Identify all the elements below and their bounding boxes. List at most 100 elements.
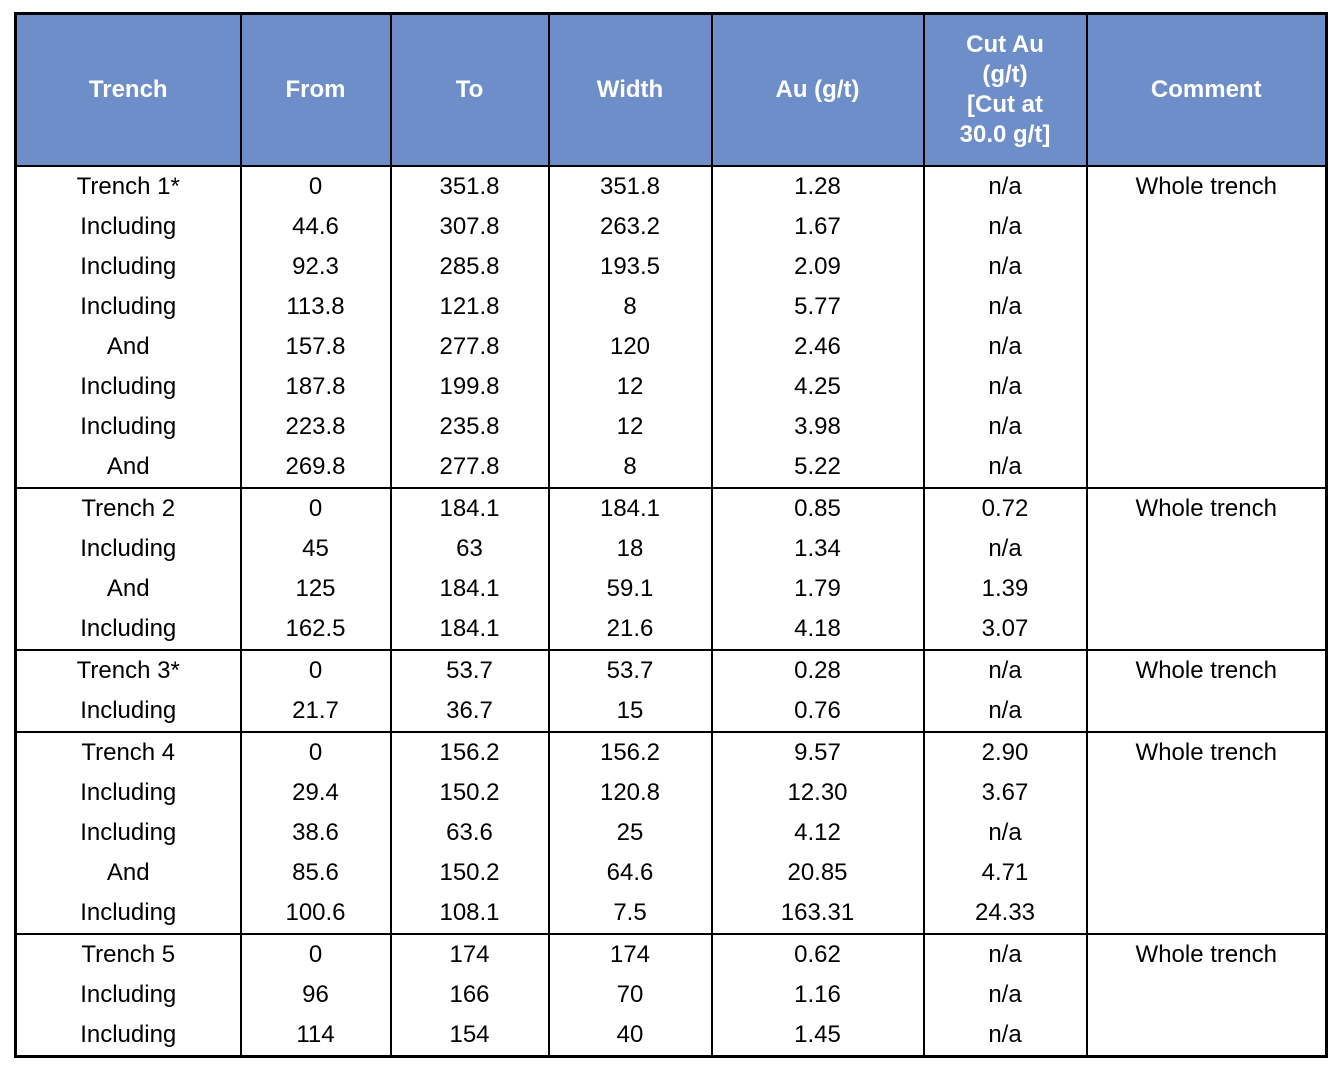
column-header-width: Width xyxy=(547,13,713,167)
table-row: Including 29.4 150.2 120.8 12.30 3.67 xyxy=(14,773,1328,813)
cell-cut-au: n/a xyxy=(922,1015,1088,1057)
cell-width: 59.1 xyxy=(547,569,713,609)
cell-width: 174 xyxy=(547,933,713,975)
cell-to: 235.8 xyxy=(389,407,550,447)
cell-width: 184.1 xyxy=(547,487,713,529)
cell-au: 1.16 xyxy=(710,975,925,1015)
cell-au: 2.09 xyxy=(710,247,925,287)
cell-to: 121.8 xyxy=(389,287,550,327)
cell-comment: Whole trench xyxy=(1085,933,1328,975)
cell-comment xyxy=(1085,773,1328,813)
cell-comment xyxy=(1085,691,1328,732)
table-row: Including 96 166 70 1.16 n/a xyxy=(14,975,1328,1015)
cell-trench: Including xyxy=(14,247,242,287)
trench-results-table: Trench From To Width Au (g/t) Cut Au (g/… xyxy=(14,12,1328,1058)
cell-cut-au: n/a xyxy=(922,247,1088,287)
cell-to: 154 xyxy=(389,1015,550,1057)
cell-cut-au: n/a xyxy=(922,691,1088,732)
cell-from: 44.6 xyxy=(239,207,392,247)
cell-au: 3.98 xyxy=(710,407,925,447)
cell-au: 0.62 xyxy=(710,933,925,975)
table-row: Trench 3* 0 53.7 53.7 0.28 n/a Whole trench xyxy=(14,649,1328,691)
cell-trench: Trench 4 xyxy=(14,731,242,773)
cell-cut-au: n/a xyxy=(922,287,1088,327)
cell-au: 1.79 xyxy=(710,569,925,609)
cell-au: 5.22 xyxy=(710,447,925,488)
cell-to: 166 xyxy=(389,975,550,1015)
table-row: And 85.6 150.2 64.6 20.85 4.71 xyxy=(14,853,1328,893)
column-header-cut-au: Cut Au (g/t) [Cut at 30.0 g/t] xyxy=(922,13,1088,167)
cell-trench: Trench 5 xyxy=(14,933,242,975)
cell-trench: Including xyxy=(14,813,242,853)
cell-from: 0 xyxy=(239,933,392,975)
cell-comment: Whole trench xyxy=(1085,165,1328,207)
cell-width: 40 xyxy=(547,1015,713,1057)
cell-cut-au: 1.39 xyxy=(922,569,1088,609)
cell-au: 0.76 xyxy=(710,691,925,732)
table-row: Including 187.8 199.8 12 4.25 n/a xyxy=(14,367,1328,407)
cell-trench: Trench 3* xyxy=(14,649,242,691)
cell-from: 96 xyxy=(239,975,392,1015)
cell-from: 269.8 xyxy=(239,447,392,488)
cell-trench: Including xyxy=(14,407,242,447)
cell-cut-au: n/a xyxy=(922,407,1088,447)
table-row: Including 162.5 184.1 21.6 4.18 3.07 xyxy=(14,609,1328,650)
cell-width: 8 xyxy=(547,287,713,327)
cell-au: 1.34 xyxy=(710,529,925,569)
table-row: Including 92.3 285.8 193.5 2.09 n/a xyxy=(14,247,1328,287)
cell-to: 174 xyxy=(389,933,550,975)
cell-au: 1.45 xyxy=(710,1015,925,1057)
cell-cut-au: 0.72 xyxy=(922,487,1088,529)
cell-to: 36.7 xyxy=(389,691,550,732)
cell-comment xyxy=(1085,813,1328,853)
cell-au: 4.12 xyxy=(710,813,925,853)
cell-cut-au: n/a xyxy=(922,975,1088,1015)
cell-width: 15 xyxy=(547,691,713,732)
cell-au: 12.30 xyxy=(710,773,925,813)
cell-comment xyxy=(1085,287,1328,327)
cell-to: 184.1 xyxy=(389,609,550,650)
cell-from: 0 xyxy=(239,649,392,691)
cell-cut-au: n/a xyxy=(922,165,1088,207)
cell-comment xyxy=(1085,609,1328,650)
table-row: Trench 4 0 156.2 156.2 9.57 2.90 Whole trench xyxy=(14,731,1328,773)
cell-width: 120.8 xyxy=(547,773,713,813)
cell-au: 0.28 xyxy=(710,649,925,691)
cell-from: 38.6 xyxy=(239,813,392,853)
cell-au: 0.85 xyxy=(710,487,925,529)
cell-width: 120 xyxy=(547,327,713,367)
cell-to: 285.8 xyxy=(389,247,550,287)
cell-au: 9.57 xyxy=(710,731,925,773)
cell-au: 1.28 xyxy=(710,165,925,207)
cell-cut-au: n/a xyxy=(922,813,1088,853)
cell-to: 277.8 xyxy=(389,327,550,367)
cell-width: 193.5 xyxy=(547,247,713,287)
cell-to: 351.8 xyxy=(389,165,550,207)
cell-width: 53.7 xyxy=(547,649,713,691)
cell-from: 162.5 xyxy=(239,609,392,650)
cell-comment: Whole trench xyxy=(1085,731,1328,773)
table-row: And 125 184.1 59.1 1.79 1.39 xyxy=(14,569,1328,609)
cell-to: 53.7 xyxy=(389,649,550,691)
cell-from: 157.8 xyxy=(239,327,392,367)
cell-from: 45 xyxy=(239,529,392,569)
cell-trench: Including xyxy=(14,609,242,650)
cell-from: 85.6 xyxy=(239,853,392,893)
cell-to: 108.1 xyxy=(389,893,550,934)
cell-to: 184.1 xyxy=(389,569,550,609)
table-row: Including 114 154 40 1.45 n/a xyxy=(14,1015,1328,1057)
cell-cut-au: n/a xyxy=(922,933,1088,975)
cell-comment xyxy=(1085,529,1328,569)
cell-from: 114 xyxy=(239,1015,392,1057)
table-body: Trench 1* 0 351.8 351.8 1.28 n/a Whole trench I… xyxy=(14,165,1328,1057)
cell-to: 184.1 xyxy=(389,487,550,529)
table-row: Including 38.6 63.6 25 4.12 n/a xyxy=(14,813,1328,853)
cell-from: 0 xyxy=(239,487,392,529)
table-row: Trench 1* 0 351.8 351.8 1.28 n/a Whole trench xyxy=(14,165,1328,207)
cell-to: 277.8 xyxy=(389,447,550,488)
table-row: Including 113.8 121.8 8 5.77 n/a xyxy=(14,287,1328,327)
cell-cut-au: 4.71 xyxy=(922,853,1088,893)
table-row: And 157.8 277.8 120 2.46 n/a xyxy=(14,327,1328,367)
cell-width: 7.5 xyxy=(547,893,713,934)
